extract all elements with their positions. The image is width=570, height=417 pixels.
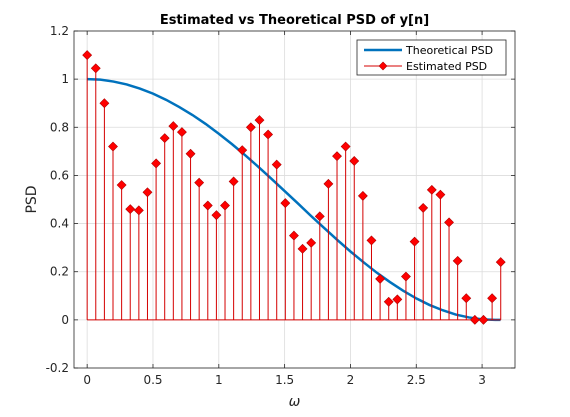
stem-marker <box>245 122 256 133</box>
stem-marker <box>125 204 136 215</box>
y-tick-label: 0 <box>61 313 69 327</box>
y-tick-label: 1.2 <box>50 24 69 38</box>
stem-marker <box>151 158 162 169</box>
estimated-series <box>82 50 506 325</box>
legend-estimated-label: Estimated PSD <box>406 60 487 73</box>
stem-marker <box>159 133 170 144</box>
stem-marker <box>202 200 213 211</box>
stem-marker <box>418 203 429 213</box>
stem-marker <box>194 177 205 188</box>
ticks: 0 0.5 1 1.5 2 2.5 3 -0.2 0 0.2 0.4 0.6 0.8 1 1.2 <box>46 24 515 387</box>
stem-marker <box>461 293 472 304</box>
stem-marker <box>211 210 222 221</box>
legend: Theoretical PSD Estimated PSD <box>356 39 507 76</box>
y-tick-label: 0.6 <box>50 168 69 182</box>
y-tick-label: 0.8 <box>50 120 69 134</box>
stem-marker <box>332 151 342 162</box>
y-tick-label: -0.2 <box>46 361 69 375</box>
stem-marker <box>142 187 153 198</box>
stem-marker <box>99 98 110 109</box>
y-tick-label: 0.4 <box>50 217 69 231</box>
stem-marker <box>357 190 368 201</box>
chart-title: Estimated vs Theoretical PSD of y[n] <box>160 13 429 28</box>
stem-marker <box>177 127 187 138</box>
stem-marker <box>280 198 291 209</box>
stem-marker <box>228 176 239 187</box>
stem-marker <box>392 294 403 305</box>
x-tick-label: 2.5 <box>407 373 426 387</box>
stem-marker <box>366 235 377 246</box>
stem-marker <box>297 243 308 254</box>
x-tick-label: 3 <box>478 373 486 387</box>
theoretical-series <box>87 77 501 322</box>
stem-marker <box>478 314 489 325</box>
stem-marker <box>349 156 360 166</box>
stem-marker <box>82 50 93 60</box>
stem-marker <box>452 255 463 266</box>
stem-marker <box>306 237 317 248</box>
legend-theoretical-label: Theoretical PSD <box>405 44 493 57</box>
stem-marker <box>375 274 386 284</box>
stem-marker <box>185 148 196 159</box>
stem-marker <box>254 115 265 125</box>
stem-marker <box>90 63 101 74</box>
stem-marker <box>401 271 411 282</box>
stem-marker <box>168 121 179 132</box>
x-tick-label: 1.5 <box>275 373 294 387</box>
stem-marker <box>435 189 446 200</box>
stem-marker <box>289 230 299 241</box>
stem-marker <box>340 141 351 152</box>
x-tick-label: 0.5 <box>143 373 162 387</box>
stem-marker <box>263 129 274 140</box>
y-tick-label: 1 <box>61 72 69 86</box>
stem-marker <box>409 236 420 247</box>
x-tick-label: 2 <box>347 373 355 387</box>
stem-marker <box>383 296 394 307</box>
theoretical-psd-line <box>87 77 501 322</box>
stem-marker <box>444 217 454 228</box>
stem-marker <box>116 180 127 190</box>
axes-box <box>73 30 516 369</box>
stem-marker <box>237 145 248 156</box>
y-axis-label: PSD <box>24 185 40 213</box>
stem-marker <box>495 257 506 268</box>
legend-estimated-marker <box>378 61 388 71</box>
stem-marker <box>487 293 498 304</box>
stem-marker <box>133 205 144 216</box>
x-tick-label: 1 <box>215 373 223 387</box>
stem-marker <box>426 184 437 195</box>
stem-marker <box>314 211 325 222</box>
x-axis-label: ω <box>289 394 301 410</box>
stem-marker <box>220 200 230 211</box>
stem-marker <box>469 314 480 325</box>
stem-marker <box>108 141 118 152</box>
x-tick-label: 0 <box>83 373 91 387</box>
y-tick-label: 0.2 <box>50 265 69 279</box>
stem-marker <box>323 178 334 189</box>
stem-marker <box>271 159 282 170</box>
